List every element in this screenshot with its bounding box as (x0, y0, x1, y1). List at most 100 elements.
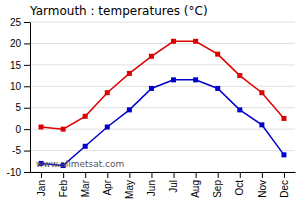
x-tick: Jul (168, 172, 179, 193)
y-axis: -10 -5 0 5 10 15 20 25 (7, 17, 31, 178)
x-tick-label: Dec (279, 180, 290, 198)
y-tick-mark (24, 65, 30, 66)
x-tick-label: Aug (190, 180, 201, 198)
x-tick: Dec (279, 172, 290, 198)
x-axis-line (31, 172, 296, 173)
y-tick-mark (24, 43, 30, 44)
y-tick-label: 25 (10, 17, 22, 28)
y-tick-label: 0 (15, 124, 21, 135)
marker (105, 90, 110, 95)
y-tick-mark (24, 129, 30, 130)
series-markers (39, 39, 287, 132)
marker (281, 152, 286, 157)
marker (149, 54, 154, 59)
x-axis: Jan Feb Mar Apr May Jun Jul Aug Sep Oct Nov Dec (31, 172, 296, 199)
x-tick-mark (41, 172, 42, 178)
y-tick-label: 10 (10, 81, 22, 92)
x-tick-mark (107, 172, 108, 178)
y-tick-label: -10 (7, 167, 22, 178)
y-tick: 0 (15, 124, 30, 135)
y-tick-label: -5 (12, 145, 21, 156)
x-tick-label: Jul (168, 180, 179, 193)
x-tick: Aug (190, 172, 201, 198)
plot: -10 -5 0 5 10 15 20 25 Jan Feb Mar Apr May Jun Jul Aug S… (7, 17, 296, 199)
x-tick-label: Feb (58, 180, 69, 198)
x-tick-label: Oct (234, 180, 245, 196)
x-tick-mark (262, 172, 263, 178)
x-tick-mark (151, 172, 152, 178)
y-tick: 20 (10, 38, 30, 49)
x-tick: Mar (80, 172, 91, 197)
y-tick-mark (24, 151, 30, 152)
x-tick-mark (63, 172, 64, 178)
y-tick-label: 20 (10, 38, 22, 49)
x-tick: Jan (36, 172, 47, 196)
marker (259, 122, 264, 127)
grid (30, 22, 295, 172)
y-tick: 5 (15, 102, 30, 113)
marker (281, 116, 286, 121)
marker (237, 73, 242, 78)
x-tick: Feb (58, 172, 69, 197)
annotation: www.allmetsat.com (36, 159, 124, 169)
y-tick-mark (24, 172, 30, 173)
x-tick-label: May (124, 180, 135, 199)
title: Yarmouth : temperatures (°C) (29, 4, 208, 18)
x-tick-label: Jan (36, 180, 47, 196)
marker (83, 144, 88, 149)
grid-line (30, 64, 295, 65)
marker (171, 77, 176, 82)
x-tick: May (124, 172, 135, 199)
y-tick: 10 (10, 81, 30, 92)
x-tick-mark (218, 172, 219, 178)
marker (83, 114, 88, 119)
marker (193, 77, 198, 82)
marker (127, 107, 132, 112)
marker (105, 125, 110, 130)
x-tick-mark (174, 172, 175, 178)
y-tick: -5 (12, 145, 30, 156)
grid-line (30, 22, 295, 23)
y-tick: -10 (7, 167, 30, 178)
series-group (39, 39, 287, 168)
marker (215, 86, 220, 91)
y-tick-label: 15 (10, 60, 22, 71)
x-tick: Apr (102, 172, 113, 196)
y-tick-mark (24, 86, 30, 87)
y-tick: 25 (10, 17, 30, 28)
x-tick-label: Jun (146, 180, 157, 196)
marker (215, 52, 220, 57)
x-tick: Nov (257, 172, 268, 198)
grid-line (30, 107, 295, 108)
grid-line (30, 172, 295, 173)
x-tick: Oct (234, 172, 245, 196)
marker (237, 107, 242, 112)
series-line (41, 80, 284, 166)
grid-line (30, 129, 295, 130)
x-tick-label: Sep (212, 180, 223, 198)
y-tick: 15 (10, 60, 30, 71)
x-tick: Jun (146, 172, 157, 196)
x-tick-mark (129, 172, 130, 178)
marker (171, 39, 176, 44)
y-tick-label: 5 (15, 102, 21, 113)
y-axis-line (30, 23, 31, 173)
x-tick: Sep (212, 172, 223, 198)
marker (149, 86, 154, 91)
series-markers (39, 77, 287, 168)
grid-line (30, 150, 295, 151)
x-tick-mark (284, 172, 285, 178)
chart: -10 -5 0 5 10 15 20 25 Jan Feb Mar Apr May Jun Jul Aug S… (0, 0, 305, 200)
grid-line (30, 43, 295, 44)
x-tick-label: Apr (102, 179, 113, 195)
y-tick-mark (24, 22, 30, 23)
marker (39, 125, 44, 130)
x-tick-mark (196, 172, 197, 178)
x-tick-label: Nov (257, 180, 268, 198)
y-tick-mark (24, 108, 30, 109)
x-tick-label: Mar (80, 179, 91, 197)
marker (259, 90, 264, 95)
marker (61, 127, 66, 132)
marker (193, 39, 198, 44)
marker (127, 71, 132, 76)
